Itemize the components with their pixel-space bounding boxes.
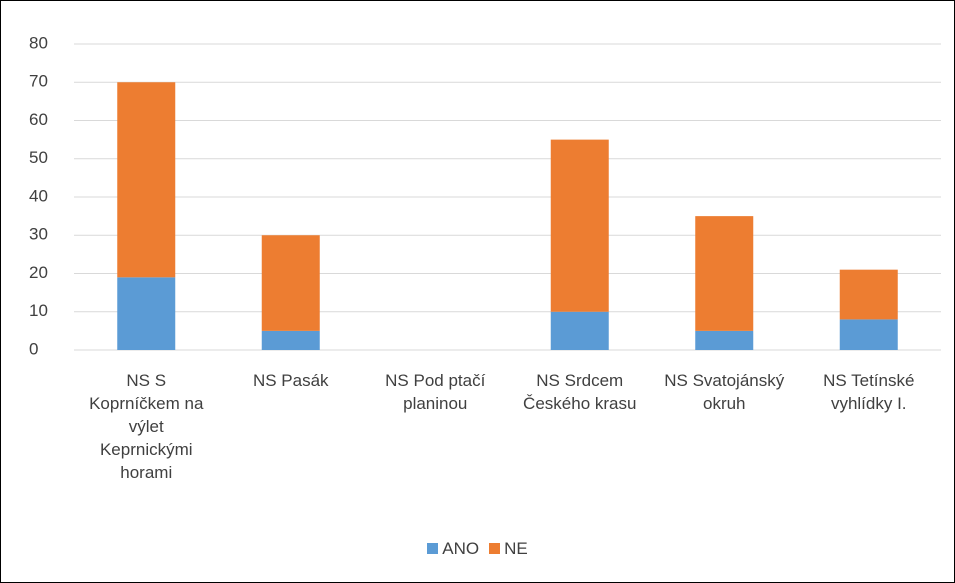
y-tick-label: 50 bbox=[29, 148, 48, 167]
bar-segment bbox=[839, 269, 898, 320]
legend-swatch bbox=[489, 543, 501, 554]
legend-label: ANO bbox=[442, 539, 480, 558]
legend-item: NE bbox=[489, 539, 528, 559]
y-tick-label: 20 bbox=[29, 263, 48, 282]
legend-swatch bbox=[427, 543, 439, 554]
y-tick-label: 40 bbox=[29, 186, 48, 205]
legend-label: NE bbox=[504, 539, 528, 558]
x-tick-label: NS Tetínské vyhlídky I. bbox=[823, 371, 915, 413]
bar-segment bbox=[550, 311, 609, 350]
bar-segment bbox=[261, 330, 320, 350]
bar-segment bbox=[839, 319, 898, 350]
y-tick-label: 70 bbox=[29, 72, 48, 91]
x-tick-label: NS S Koprníčkem na výlet Keprnickými hor… bbox=[89, 371, 204, 482]
y-tick-label: 0 bbox=[29, 339, 38, 358]
bar-segment bbox=[550, 139, 609, 312]
bar-segment bbox=[117, 82, 176, 278]
bar-segment bbox=[261, 235, 320, 331]
bar-segment bbox=[695, 330, 754, 350]
legend: ANO NE bbox=[1, 539, 954, 559]
y-tick-label: 60 bbox=[29, 110, 48, 129]
legend-item: ANO bbox=[427, 539, 479, 559]
y-tick-label: 80 bbox=[29, 33, 48, 52]
y-tick-label: 10 bbox=[29, 301, 48, 320]
x-tick-label: NS Srdcem Českého krasu bbox=[523, 371, 637, 413]
x-tick-label: NS Svatojánský okruh bbox=[664, 371, 785, 413]
bar-segment bbox=[695, 216, 754, 331]
bar-segment bbox=[117, 277, 176, 350]
y-tick-label: 30 bbox=[29, 225, 48, 244]
x-tick-label: NS Pod ptačí planinou bbox=[385, 371, 486, 413]
x-tick-label: NS Pasák bbox=[252, 371, 329, 390]
